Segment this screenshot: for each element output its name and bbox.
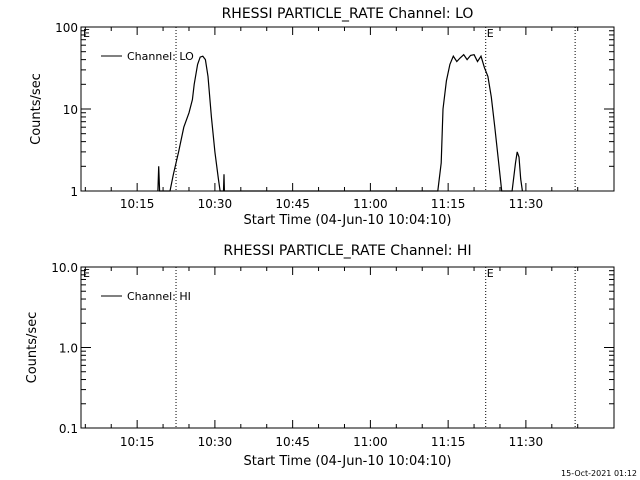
event-marker-label: E bbox=[83, 267, 90, 280]
x-tick-label: 11:00 bbox=[353, 435, 388, 449]
hi-channel-panel: RHESSI PARTICLE_RATE Channel: HI 10:15 10:… bbox=[25, 243, 615, 469]
y-tick-label: 0.1 bbox=[59, 422, 78, 436]
lo-channel-panel: RHESSI PARTICLE_RATE Channel: LO 10:15 10:… bbox=[29, 6, 615, 228]
y-axis-label: Counts/sec bbox=[29, 73, 44, 145]
y-tick-label: 1 bbox=[70, 185, 78, 199]
event-marker-label: E bbox=[487, 27, 494, 40]
x-tick-label: 11:30 bbox=[509, 435, 544, 449]
x-tick-label: 11:15 bbox=[431, 197, 466, 211]
x-tick-label: 10:30 bbox=[198, 435, 233, 449]
legend-label: Channel: LO bbox=[127, 50, 194, 63]
y-tick-label: 10.0 bbox=[51, 261, 78, 275]
chart-title: RHESSI PARTICLE_RATE Channel: HI bbox=[223, 243, 471, 259]
y-axis-label: Counts/sec bbox=[25, 312, 40, 384]
x-tick-label: 10:45 bbox=[275, 197, 310, 211]
chart-title: RHESSI PARTICLE_RATE Channel: LO bbox=[222, 6, 474, 22]
x-axis-label: Start Time (04-Jun-10 10:04:10) bbox=[244, 213, 452, 228]
x-tick-label: 10:15 bbox=[120, 435, 155, 449]
y-tick-label: 100 bbox=[55, 21, 78, 35]
series-line bbox=[157, 53, 523, 192]
x-tick-label: 11:15 bbox=[431, 435, 466, 449]
footer-timestamp: 15-Oct-2021 01:12 bbox=[561, 469, 637, 478]
x-tick-label: 11:00 bbox=[353, 197, 388, 211]
y-tick-label: 1.0 bbox=[59, 342, 78, 356]
x-tick-label: 11:30 bbox=[509, 197, 544, 211]
x-tick-label: 10:45 bbox=[275, 435, 310, 449]
y-tick-label: 10 bbox=[63, 103, 78, 117]
legend-label: Channel: HI bbox=[127, 290, 191, 303]
x-axis-label: Start Time (04-Jun-10 10:04:10) bbox=[244, 454, 452, 469]
x-tick-label: 10:15 bbox=[120, 197, 155, 211]
x-tick-label: 10:30 bbox=[198, 197, 233, 211]
event-marker-label: E bbox=[83, 27, 90, 40]
event-marker-label: E bbox=[487, 267, 494, 280]
